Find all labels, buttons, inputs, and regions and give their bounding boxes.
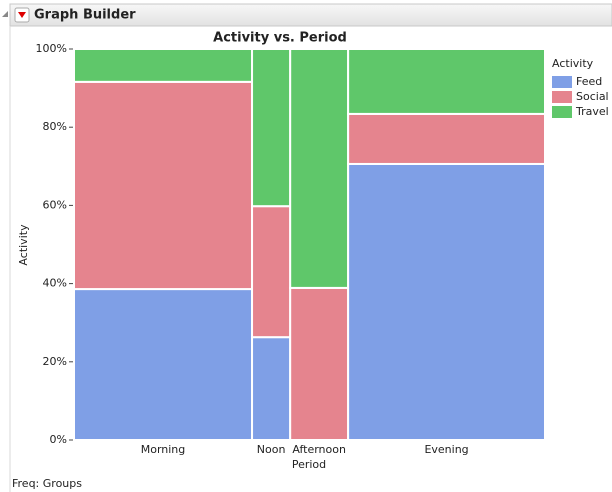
x-tick-label: Noon: [257, 443, 286, 456]
mosaic-cell: [347, 48, 547, 115]
plot-area: 0% 20% 40% 60% 80% 100% Morning Noon Afternoon Ev…: [36, 42, 547, 456]
x-tick-label: Morning: [141, 443, 186, 456]
header-title: Graph Builder: [34, 8, 136, 23]
mosaic-cell: [289, 286, 350, 441]
header-bar: [9, 3, 612, 27]
mosaic-cell: [289, 48, 350, 289]
y-tick-label: 40%: [43, 277, 67, 290]
legend-label: Social: [576, 90, 609, 103]
legend-label: Travel: [575, 105, 609, 118]
mosaic-cell: [73, 48, 254, 83]
legend-swatch: [552, 91, 572, 103]
y-tick-label: 20%: [43, 355, 67, 368]
x-tick-label: Afternoon: [292, 443, 346, 456]
x-tick-label: Evening: [424, 443, 468, 456]
disclosure-icon[interactable]: [2, 11, 8, 17]
mosaic-cell: [251, 48, 292, 208]
y-axis-title: Activity: [17, 224, 30, 266]
mosaic-cell: [73, 80, 254, 291]
mosaic-cell: [73, 288, 254, 441]
legend-swatch: [552, 76, 572, 88]
mosaic-cell: [347, 112, 547, 165]
y-tick-label: 100%: [36, 42, 67, 55]
y-tick-label: 60%: [43, 198, 67, 211]
chart-title: Activity vs. Period: [213, 31, 347, 46]
mosaic-cell: [251, 336, 292, 441]
y-tick-label: 80%: [43, 120, 67, 133]
x-axis-title: Period: [292, 458, 326, 471]
footer-text: Freq: Groups: [12, 477, 82, 490]
legend-swatch: [552, 106, 572, 118]
mosaic-cell: [347, 162, 547, 441]
legend-title: Activity: [552, 57, 594, 70]
legend-label: Feed: [576, 75, 602, 88]
y-tick-label: 0%: [50, 433, 67, 446]
red-triangle-icon: [18, 12, 26, 18]
mosaic-cell: [251, 205, 292, 339]
